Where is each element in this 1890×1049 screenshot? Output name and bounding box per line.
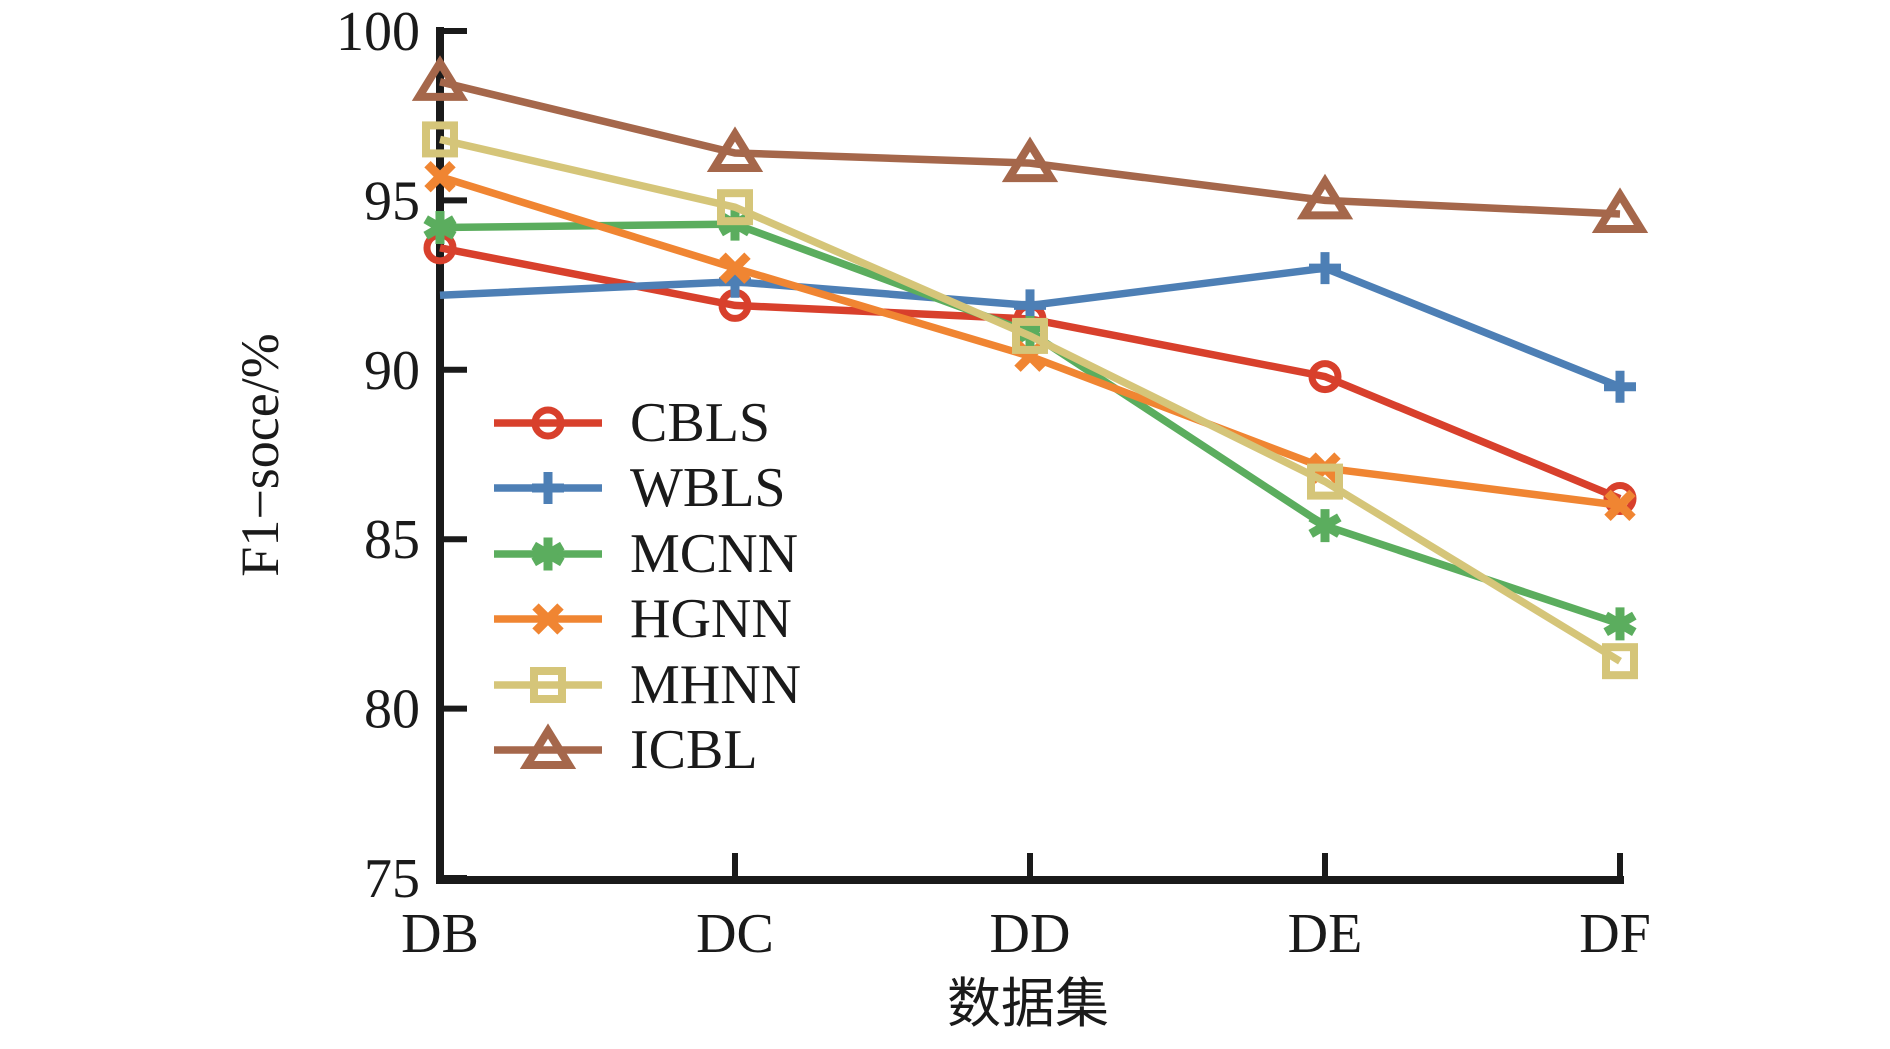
asterisk-marker xyxy=(1603,607,1637,641)
triangle-marker xyxy=(411,55,469,101)
y-axis-title: F1−soce/% xyxy=(230,333,290,576)
legend-asterisk-sample xyxy=(494,537,602,571)
legend: CBLS WBLS MCNN HGNN MHNN ICBL xyxy=(492,390,801,783)
x-tick-label: DB xyxy=(401,903,479,965)
x-marker xyxy=(424,161,456,193)
plus-marker-icon xyxy=(532,472,564,505)
legend-x-sample xyxy=(494,603,602,635)
x-tick-label: DC xyxy=(696,903,774,965)
x-tick-label: DD xyxy=(990,903,1071,965)
legend-item-wbls: WBLS xyxy=(492,456,801,522)
legend-triangle-sample xyxy=(494,723,602,770)
square-marker-icon xyxy=(530,666,566,703)
triangle-marker-icon xyxy=(519,723,577,770)
triangle-marker xyxy=(706,126,764,172)
asterisk-marker xyxy=(423,211,457,245)
y-tick-label: 75 xyxy=(364,848,420,910)
square-marker xyxy=(1307,463,1343,500)
y-tick-label: 95 xyxy=(364,170,420,232)
legend-item-mcnn: MCNN xyxy=(492,521,801,587)
circle-marker xyxy=(1308,360,1342,394)
asterisk-marker-icon xyxy=(531,537,565,571)
legend-item-hgnn: HGNN xyxy=(492,587,801,653)
x-marker-icon xyxy=(532,603,564,635)
square-marker xyxy=(422,121,458,158)
square-marker xyxy=(717,189,753,226)
legend-label: CBLS xyxy=(630,391,771,454)
plus-marker xyxy=(1604,370,1636,403)
legend-label: HGNN xyxy=(630,588,792,651)
y-tick-label: 80 xyxy=(364,679,420,741)
y-tick-label: 90 xyxy=(364,340,420,402)
legend-label: WBLS xyxy=(630,457,786,520)
series-line-mhnn xyxy=(439,135,1622,665)
series-line-icbl xyxy=(439,78,1621,218)
legend-circle-sample xyxy=(494,406,602,440)
x-tick-label: DF xyxy=(1579,903,1651,965)
asterisk-marker xyxy=(1308,509,1342,543)
y-tick-label: 85 xyxy=(364,509,420,571)
triangle-marker xyxy=(1591,187,1649,233)
triangle-marker xyxy=(1001,136,1059,183)
x-marker xyxy=(719,252,751,284)
plus-marker xyxy=(1309,252,1341,285)
legend-square-sample xyxy=(494,666,602,703)
legend-label: ICBL xyxy=(630,719,758,782)
legend-label: MHNN xyxy=(630,653,802,716)
square-marker xyxy=(1602,643,1638,680)
legend-plus-sample xyxy=(494,472,602,505)
legend-item-mhnn: MHNN xyxy=(492,652,801,718)
legend-item-cbls: CBLS xyxy=(492,390,801,456)
x-tick-label: DE xyxy=(1288,903,1363,965)
triangle-marker xyxy=(1296,173,1354,220)
circle-marker-icon xyxy=(531,406,565,440)
square-marker xyxy=(1012,317,1048,354)
y-tick-label: 100 xyxy=(336,1,420,63)
x-marker xyxy=(1604,489,1636,522)
legend-label: MCNN xyxy=(630,522,799,585)
legend-item-icbl: ICBL xyxy=(492,718,801,784)
x-axis-title: 数据集 xyxy=(947,974,1109,1034)
